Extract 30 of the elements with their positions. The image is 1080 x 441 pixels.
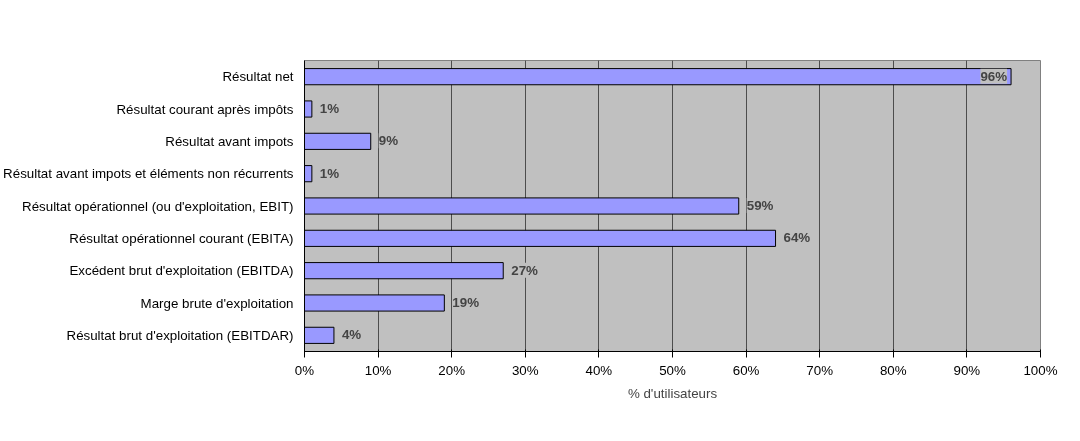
data-label: 19%: [452, 295, 480, 310]
x-tick-label: 30%: [511, 362, 539, 378]
y-tick-label: Résultat opérationnel courant (EBITA): [69, 230, 294, 246]
y-tick-label: Excédent brut d'exploitation (EBITDA): [69, 263, 294, 279]
data-label: 59%: [746, 198, 774, 213]
y-tick-label: Résultat avant impots: [165, 133, 294, 149]
x-tick-label: 20%: [438, 362, 466, 378]
y-tick-label: Résultat courant après impôts: [116, 101, 294, 117]
data-label: 1%: [319, 165, 340, 181]
x-tick-label: 90%: [953, 362, 981, 378]
x-axis-title: % d'utilisateurs: [627, 385, 718, 401]
x-tick-label: 50%: [659, 362, 686, 378]
x-tick-label: 70%: [806, 362, 834, 378]
y-tick-label: Résultat avant impots et éléments non récurrents: [3, 166, 294, 182]
y-tick-label: Marge brute d'exploitation: [140, 295, 294, 311]
data-label: 96%: [980, 68, 1008, 84]
data-label: 1%: [319, 101, 340, 116]
data-label: 64%: [783, 230, 811, 246]
x-tick-label: 40%: [585, 362, 613, 378]
data-label: 27%: [511, 262, 539, 278]
y-tick-label: Résultat net: [222, 69, 294, 85]
data-label: 9%: [378, 133, 399, 149]
y-tick-label: Résultat opérationnel (ou d'exploitation, EBIT): [22, 198, 294, 214]
x-tick-label: 80%: [879, 362, 907, 378]
y-tick-label: Résultat brut d'exploitation (EBITDAR): [66, 327, 294, 343]
x-tick-label: 0%: [294, 362, 315, 378]
x-tick-label: 60%: [732, 362, 760, 378]
x-tick-label: 100%: [1023, 362, 1058, 378]
x-tick-label: 10%: [364, 362, 392, 378]
data-label: 4%: [341, 327, 362, 343]
